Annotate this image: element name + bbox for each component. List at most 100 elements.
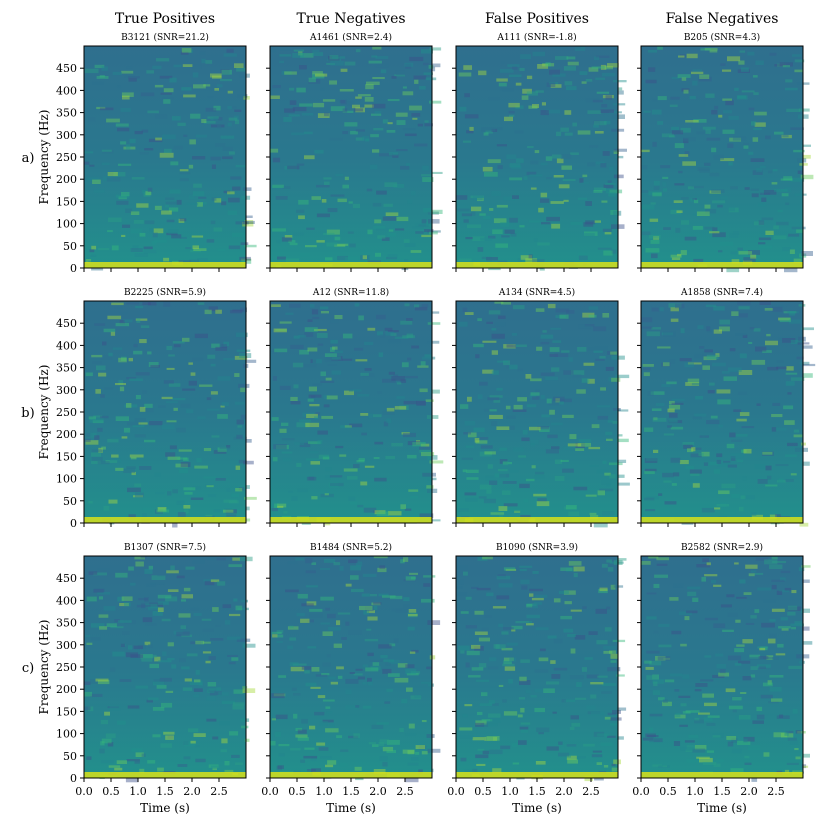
noise-cell — [648, 556, 659, 559]
noise-cell — [289, 625, 294, 629]
noise-cell — [735, 333, 747, 336]
noise-cell — [529, 394, 537, 398]
noise-cell — [402, 335, 416, 339]
noise-cell — [181, 666, 190, 670]
noise-cell — [486, 736, 500, 741]
noise-cell — [716, 503, 730, 507]
noise-cell — [469, 126, 474, 131]
noise-cell — [727, 741, 734, 747]
noise-cell — [545, 156, 553, 161]
noise-cell — [410, 250, 422, 253]
noise-cell — [380, 69, 387, 74]
noise-cell — [245, 439, 252, 443]
noise-cell — [674, 714, 686, 719]
noise-cell — [562, 414, 574, 418]
noise-cell — [496, 387, 503, 391]
noise-cell — [649, 218, 659, 222]
noise-cell — [293, 384, 299, 389]
noise-cell — [794, 748, 799, 751]
noise-cell — [284, 71, 297, 75]
noise-cell — [296, 163, 305, 166]
noise-cell — [363, 610, 370, 615]
noise-cell — [668, 412, 678, 418]
noise-cell — [296, 209, 305, 213]
noise-cell — [173, 145, 183, 150]
noise-cell — [389, 152, 399, 156]
noise-cell — [666, 381, 677, 385]
noise-cell — [227, 90, 233, 94]
noise-cell — [190, 372, 196, 376]
noise-cell — [409, 105, 422, 111]
noise-cell — [180, 625, 186, 630]
noise-cell — [499, 69, 514, 73]
noise-cell — [751, 359, 766, 365]
noise-cell — [501, 302, 511, 305]
noise-cell — [670, 426, 684, 430]
noise-cell — [536, 346, 543, 351]
noise-cell — [692, 748, 706, 753]
noise-cell — [154, 205, 162, 210]
noise-cell — [108, 352, 113, 357]
noise-cell — [376, 314, 386, 320]
noise-cell — [216, 691, 222, 696]
noise-cell — [100, 415, 109, 419]
noise-cell — [147, 302, 157, 306]
noise-cell — [136, 318, 141, 323]
noise-cell — [115, 572, 128, 578]
noise-cell — [576, 389, 586, 394]
noise-cell — [326, 711, 333, 714]
noise-cell — [680, 746, 694, 751]
noise-cell — [339, 89, 354, 92]
noise-cell — [148, 362, 159, 367]
noise-cell — [669, 420, 682, 424]
noise-cell — [483, 498, 496, 504]
noise-cell — [226, 48, 234, 53]
noise-cell — [509, 364, 518, 370]
noise-cell — [116, 760, 127, 764]
noise-cell — [226, 487, 231, 492]
noise-cell — [508, 102, 520, 108]
noise-cell — [519, 225, 525, 228]
noise-cell — [591, 711, 605, 716]
noise-cell — [298, 199, 309, 205]
noise-cell — [790, 127, 804, 130]
noise-cell — [617, 90, 624, 95]
noise-cell — [128, 78, 137, 82]
noise-cell — [278, 753, 285, 757]
noise-cell — [233, 598, 238, 602]
noise-cell — [171, 664, 177, 669]
noise-cell — [522, 430, 528, 435]
noise-cell — [168, 383, 181, 387]
noise-cell — [101, 149, 112, 152]
noise-cell — [172, 398, 186, 401]
noise-cell — [424, 354, 432, 358]
noise-cell — [426, 340, 440, 344]
noise-cell — [115, 123, 129, 127]
noise-cell — [515, 82, 522, 86]
noise-cell — [641, 326, 653, 329]
noise-cell — [606, 438, 613, 441]
noise-cell — [109, 667, 116, 672]
noise-cell — [184, 678, 192, 682]
noise-cell — [472, 236, 485, 241]
noise-cell — [375, 56, 389, 60]
noise-cell — [429, 460, 444, 464]
noise-cell — [611, 377, 621, 382]
noise-cell — [99, 107, 114, 111]
noise-cell — [599, 355, 606, 359]
noise-cell — [773, 235, 787, 240]
noise-cell — [521, 95, 529, 100]
noise-cell — [406, 163, 410, 167]
noise-cell — [684, 740, 695, 743]
noise-cell — [547, 635, 557, 639]
noise-cell — [107, 742, 114, 747]
noise-cell — [91, 460, 101, 464]
noise-cell — [119, 320, 125, 325]
noise-cell — [699, 346, 705, 349]
noise-cell — [130, 582, 136, 586]
noise-cell — [222, 604, 232, 609]
noise-cell — [484, 736, 498, 741]
noise-cell — [407, 454, 417, 459]
noise-cell — [772, 560, 787, 564]
noise-cell — [501, 61, 506, 65]
